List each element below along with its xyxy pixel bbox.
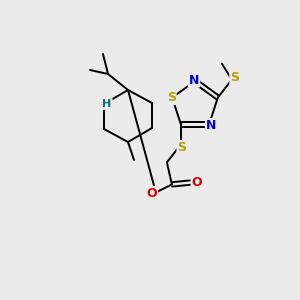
Text: S: S bbox=[167, 91, 176, 104]
Text: S: S bbox=[230, 71, 239, 84]
Text: S: S bbox=[177, 141, 186, 154]
Text: N: N bbox=[206, 119, 216, 132]
Text: O: O bbox=[147, 187, 157, 200]
Text: N: N bbox=[189, 74, 199, 86]
Text: H: H bbox=[102, 99, 112, 109]
Text: O: O bbox=[192, 176, 202, 189]
